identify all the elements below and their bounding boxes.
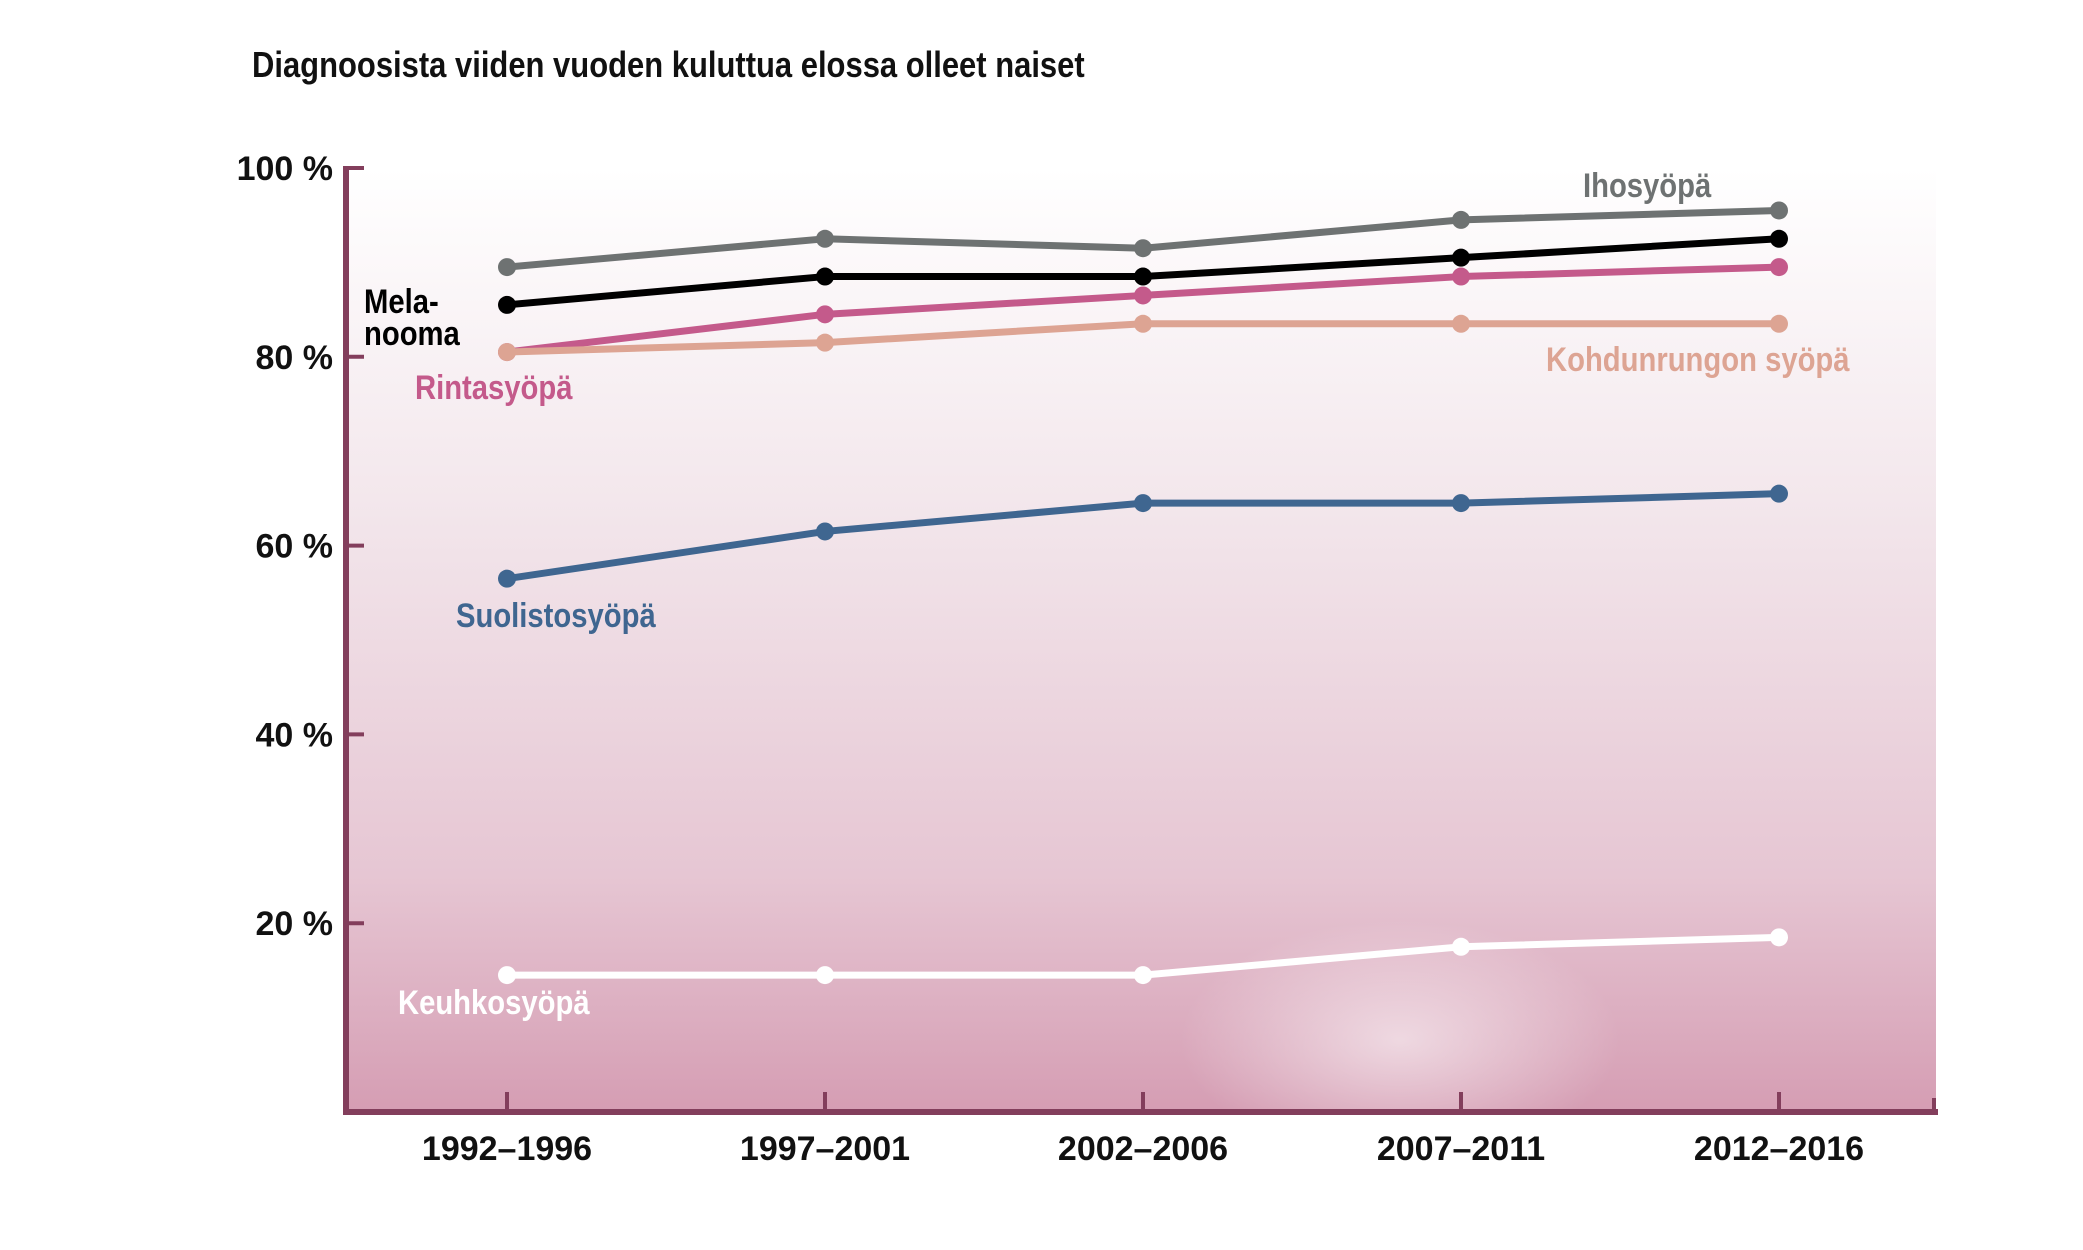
data-point [1770,258,1788,277]
data-point [1770,928,1788,947]
data-point [1452,267,1470,286]
x-tick-label: 2002–2006 [1058,1130,1228,1168]
series-label: Rintasyöpä [415,368,573,407]
data-point [816,267,834,286]
data-point [1134,314,1152,333]
data-point [1134,966,1152,985]
data-point [498,966,516,985]
series-label: Keuhkosyöpä [398,983,590,1022]
data-point [816,305,834,324]
data-point [1134,239,1152,258]
series-keuhkosyopa [498,928,1788,985]
data-point [498,343,516,362]
y-tick-label: 60 % [256,528,334,566]
series-label: Kohdunrungon syöpä [1546,340,1850,379]
data-point [498,258,516,277]
y-tick-label: 80 % [256,339,334,377]
y-tick-label: 40 % [256,716,334,754]
series-kohdunrungon-syopa [498,314,1788,362]
series-melanooma [498,229,1788,314]
data-point [498,295,516,314]
data-point [1134,267,1152,286]
y-tick-label: 20 % [256,905,334,943]
series-label: nooma [364,314,460,353]
data-point [1134,494,1152,513]
x-tick-label: 2007–2011 [1377,1130,1545,1168]
data-point [816,229,834,248]
data-point [1770,201,1788,220]
data-point [1134,286,1152,305]
x-tick-label: 2012–2016 [1694,1130,1864,1168]
series-label: Suolistosyöpä [456,596,656,635]
data-point [1452,494,1470,513]
data-point [1452,248,1470,267]
data-point [1770,229,1788,248]
x-tick-label: 1997–2001 [740,1130,910,1168]
data-point [816,966,834,985]
data-point [1770,484,1788,503]
data-point [1770,314,1788,333]
data-point [498,569,516,588]
series-label: Mela- [364,282,439,321]
chart-title: Diagnoosista viiden vuoden kuluttua elos… [252,44,1085,85]
plot-glow [1180,920,1620,1160]
data-point [1452,210,1470,229]
series-label: Ihosyöpä [1583,166,1712,205]
data-point [1452,314,1470,333]
x-tick-label: 1992–1996 [422,1130,592,1168]
y-tick-label: 100 % [237,150,333,188]
data-point [1452,937,1470,956]
series-ihosyopa [498,201,1788,277]
series-suolistosyopa [498,484,1788,588]
data-point [816,333,834,352]
data-point [816,522,834,541]
